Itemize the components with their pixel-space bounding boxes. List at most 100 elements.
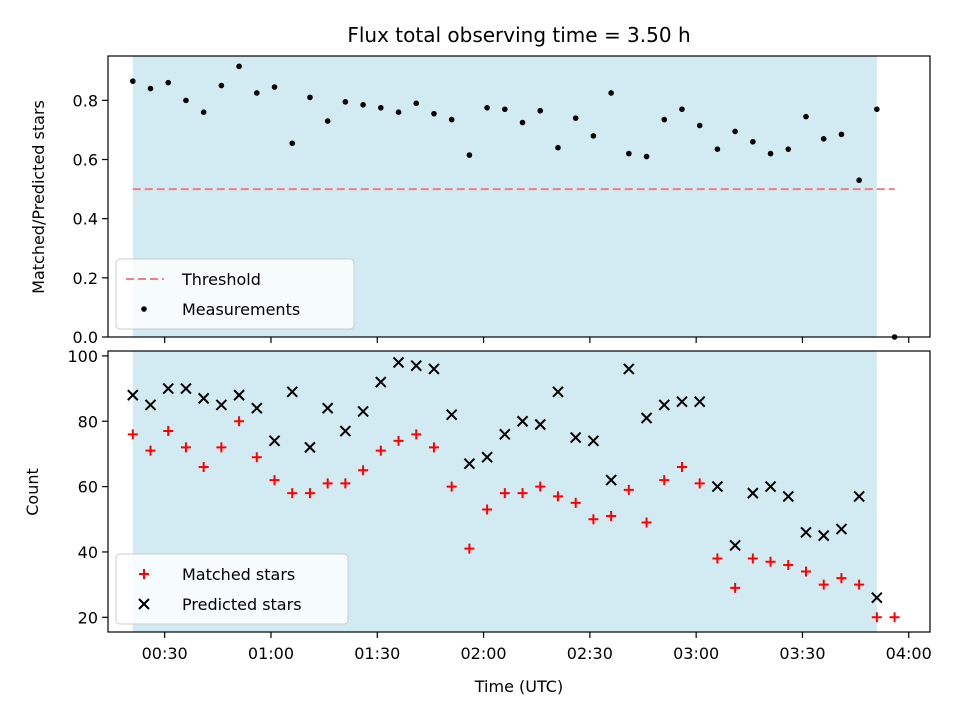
measurement-point [590,133,597,139]
predicted-star-point [569,431,582,444]
measurement-point [519,119,526,126]
matched-star-point [854,579,865,590]
predicted-star-point [499,428,511,441]
predicted-star-point [144,399,157,411]
predicted-star-point [428,363,440,375]
predicted-star-point [587,435,600,447]
matched-star-point [517,488,528,499]
measurement-point [431,110,437,117]
predicted-star-point [800,526,812,539]
matched-star-point [198,461,209,472]
measurement-point [378,104,384,111]
legend-matched-swatch [139,569,149,579]
measurement-point [360,102,366,108]
legend-label: Predicted stars [182,595,302,614]
measurement-point [555,144,561,151]
measurement-point [696,122,703,129]
x-tick-label: 01:00 [248,644,294,663]
matched-star-point [322,478,333,489]
top-y-axis-label: Matched/Predicted stars [29,100,48,294]
y-tick-label: 0.4 [73,210,98,229]
measurement-point [130,78,136,84]
measurement-point [448,116,455,123]
predicted-star-point [197,392,210,405]
matched-star-point [889,612,900,623]
matched-star-point [482,504,493,515]
measurement-point [342,99,349,105]
matched-star-point [411,429,422,440]
predicted-star-point [605,474,617,486]
predicted-star-point [853,490,865,503]
matched-star-point [358,465,369,476]
measurement-point [147,85,154,92]
measurement-point [803,113,809,120]
y-tick-label: 0.2 [73,269,98,288]
matched-star-point [552,491,563,502]
measurement-point [626,150,632,157]
predicted-star-point [268,435,281,447]
legend-predicted-swatch [138,598,150,610]
measurement-point [484,104,490,111]
matched-star-point [588,514,599,525]
predicted-star-point [286,386,298,398]
measurement-point [289,140,296,147]
predicted-star-point [162,382,174,395]
matched-star-point [287,488,298,499]
predicted-star-point [676,395,688,408]
measurement-point [395,109,402,115]
matched-star-point [428,442,439,453]
predicted-star-point [835,523,848,535]
y-tick-label: 0.8 [73,91,98,110]
predicted-star-point [817,529,830,542]
predicted-star-point [445,409,458,421]
matched-star-point [234,416,245,427]
matched-star-point [783,560,794,571]
matched-star-point [446,481,457,492]
predicted-star-point [321,402,334,414]
measurement-point [466,152,473,158]
predicted-star-point [516,415,529,427]
chart-title: Flux total observing time = 3.50 h [347,23,690,47]
predicted-star-point [711,480,724,493]
matched-star-point [641,517,652,528]
matched-star-point [676,461,687,472]
legend-label: Threshold [181,270,261,289]
measurement-point [218,82,225,89]
predicted-star-point [127,389,139,401]
legend-measurement-swatch [141,306,147,312]
measurement-point [767,150,774,157]
predicted-star-point [339,425,352,437]
matched-star-point [269,475,280,486]
measurement-point [200,109,207,115]
y-tick-label: 0.0 [73,328,98,347]
matched-star-point [304,488,315,499]
predicted-star-point [375,376,387,388]
predicted-star-point [357,405,369,418]
measurement-point [661,116,668,123]
legend-box [115,553,349,625]
y-tick-label: 100 [67,347,98,366]
measurement-point [183,97,189,104]
measurement-point [608,90,614,96]
measurement-point [714,146,721,152]
matched-star-point [180,442,191,453]
predicted-star-point [640,412,653,424]
matched-star-point [499,488,510,499]
y-tick-label: 80 [78,412,98,431]
matched-star-point [163,426,174,437]
y-tick-label: 40 [78,543,98,562]
matched-star-point [375,445,386,456]
axes-frame [107,55,931,338]
matched-star-point [765,556,776,567]
measurement-point [502,106,508,113]
predicted-star-point [658,399,670,411]
predicted-star-point [747,487,759,499]
matched-star-point [800,566,811,577]
matched-star-point [145,445,156,456]
measurement-point [838,131,845,138]
bottom-y-axis-label: Count [23,468,42,516]
legend-label: Measurements [182,300,300,319]
measurement-point [820,136,827,142]
x-tick-label: 00:30 [142,644,188,663]
